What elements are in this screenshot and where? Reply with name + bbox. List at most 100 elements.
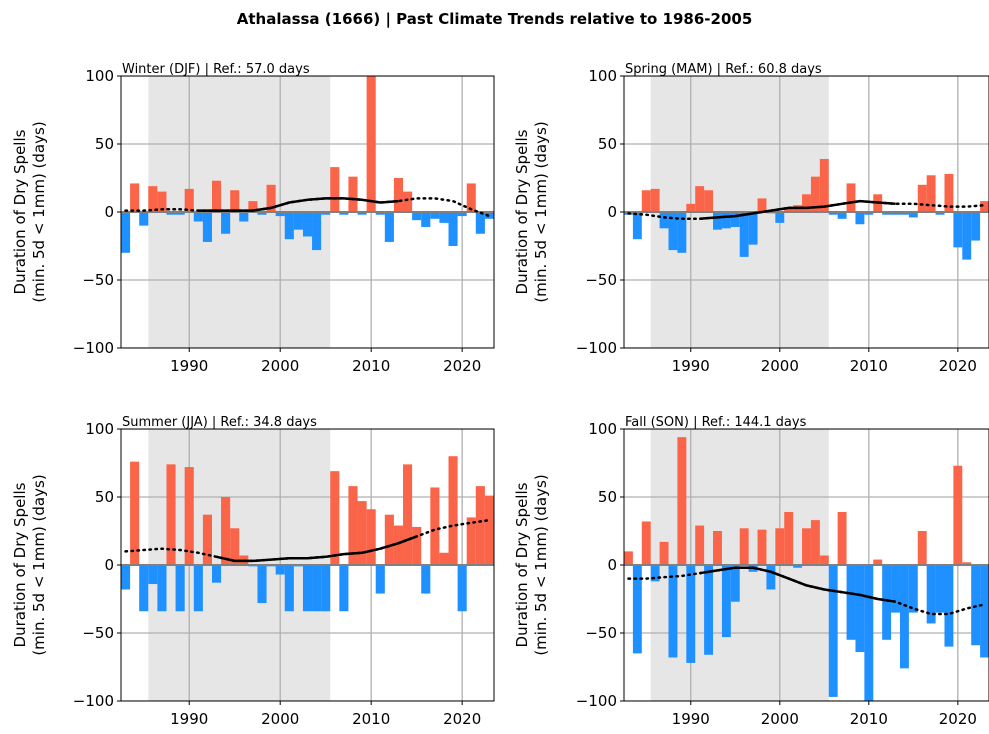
chart-panel-fall: 100 50 0 −50 −100 1990 2000 2010 2020 Fall (SON) … xyxy=(513,415,989,728)
y-axis-label: Duration of Dry Spells xyxy=(513,482,531,647)
panel-title: Summer (JJA) | Ref.: 34.8 days xyxy=(122,415,317,430)
y-tick-label: 100 xyxy=(85,67,114,85)
bar xyxy=(713,531,722,565)
bar xyxy=(293,212,303,230)
bar xyxy=(944,173,954,212)
bar xyxy=(148,565,158,585)
bar xyxy=(819,555,829,565)
bar xyxy=(899,565,909,669)
bar xyxy=(793,565,803,568)
chart-panel-winter: 100 50 0 −50 −100 1990 2000 2010 2020 Winter (DJF… xyxy=(11,62,495,375)
bar xyxy=(130,461,140,565)
y-tick-label: 100 xyxy=(588,420,617,438)
bar xyxy=(802,194,811,212)
panel-title: Spring (MAM) | Ref.: 60.8 days xyxy=(625,62,822,77)
bar xyxy=(810,176,820,212)
bar xyxy=(837,511,847,565)
bar xyxy=(864,212,874,215)
bar xyxy=(330,471,340,565)
plot-area xyxy=(624,429,989,701)
y-tick-label: 100 xyxy=(85,420,114,438)
bar xyxy=(211,180,222,212)
bar xyxy=(704,565,714,655)
bar xyxy=(357,212,367,215)
bar xyxy=(730,565,740,602)
plot-area xyxy=(624,76,989,348)
bar xyxy=(302,212,313,237)
bar xyxy=(695,525,705,565)
bar xyxy=(819,158,829,212)
bar xyxy=(284,212,294,240)
bar xyxy=(784,511,794,565)
bar xyxy=(855,565,865,653)
bar xyxy=(721,212,731,229)
bar xyxy=(677,437,687,565)
trend-line-solid xyxy=(699,199,896,221)
bar xyxy=(211,565,222,583)
bar xyxy=(275,212,285,217)
bar xyxy=(184,188,194,212)
x-tick-label: 2010 xyxy=(850,357,888,375)
bar xyxy=(962,212,972,260)
x-tick-label: 1990 xyxy=(170,357,208,375)
bar xyxy=(899,212,909,215)
bar xyxy=(668,212,678,251)
y-tick-label: 50 xyxy=(598,135,617,153)
bar xyxy=(157,191,167,212)
x-tick-label: 2000 xyxy=(761,710,799,728)
bar xyxy=(944,565,954,647)
chart-panel-spring: 100 50 0 −50 −100 1990 2000 2010 2020 Spring (MAM… xyxy=(513,62,989,375)
bar xyxy=(393,178,404,212)
bar xyxy=(348,486,358,565)
y-axis-label-units: (min. 5d < 1mm) (days) xyxy=(30,121,48,302)
bar xyxy=(257,212,267,215)
y-tick-label: 50 xyxy=(95,135,114,153)
y-tick-label: 0 xyxy=(104,556,114,574)
bar xyxy=(641,521,651,565)
bar xyxy=(448,212,458,246)
bar xyxy=(130,183,140,212)
bar xyxy=(775,212,785,223)
x-tick-label: 2010 xyxy=(352,357,390,375)
bar xyxy=(439,552,449,565)
bar xyxy=(846,565,856,640)
bar xyxy=(312,565,322,612)
bar xyxy=(239,212,249,222)
bar xyxy=(926,175,936,212)
bar xyxy=(926,565,936,624)
y-tick-label: −100 xyxy=(73,339,114,357)
bar xyxy=(348,176,358,212)
bar xyxy=(784,207,794,212)
bar xyxy=(357,501,367,565)
bar xyxy=(384,514,394,565)
bar xyxy=(650,565,660,582)
bar xyxy=(421,565,431,594)
bar xyxy=(650,188,660,212)
bar xyxy=(175,212,185,215)
bar xyxy=(384,212,394,242)
bar xyxy=(828,565,838,697)
y-tick-label: 0 xyxy=(104,203,114,221)
bar xyxy=(891,565,900,613)
y-axis-label-units: (min. 5d < 1mm) (days) xyxy=(532,121,550,302)
bar xyxy=(855,212,865,225)
bar xyxy=(175,565,185,612)
bar xyxy=(739,528,749,565)
bar xyxy=(257,565,267,604)
bar xyxy=(828,212,838,215)
y-axis-label-units: (min. 5d < 1mm) (days) xyxy=(532,474,550,655)
bar xyxy=(873,559,883,565)
bar xyxy=(659,212,669,229)
bar xyxy=(686,203,696,212)
bar xyxy=(917,184,927,212)
bar xyxy=(686,565,696,663)
bar xyxy=(193,565,203,612)
bar xyxy=(230,190,240,212)
bar xyxy=(393,525,404,565)
bar xyxy=(121,212,131,253)
bar xyxy=(166,464,176,565)
x-tick-label: 1990 xyxy=(672,710,710,728)
bar xyxy=(659,541,669,565)
plot-area xyxy=(121,76,494,348)
